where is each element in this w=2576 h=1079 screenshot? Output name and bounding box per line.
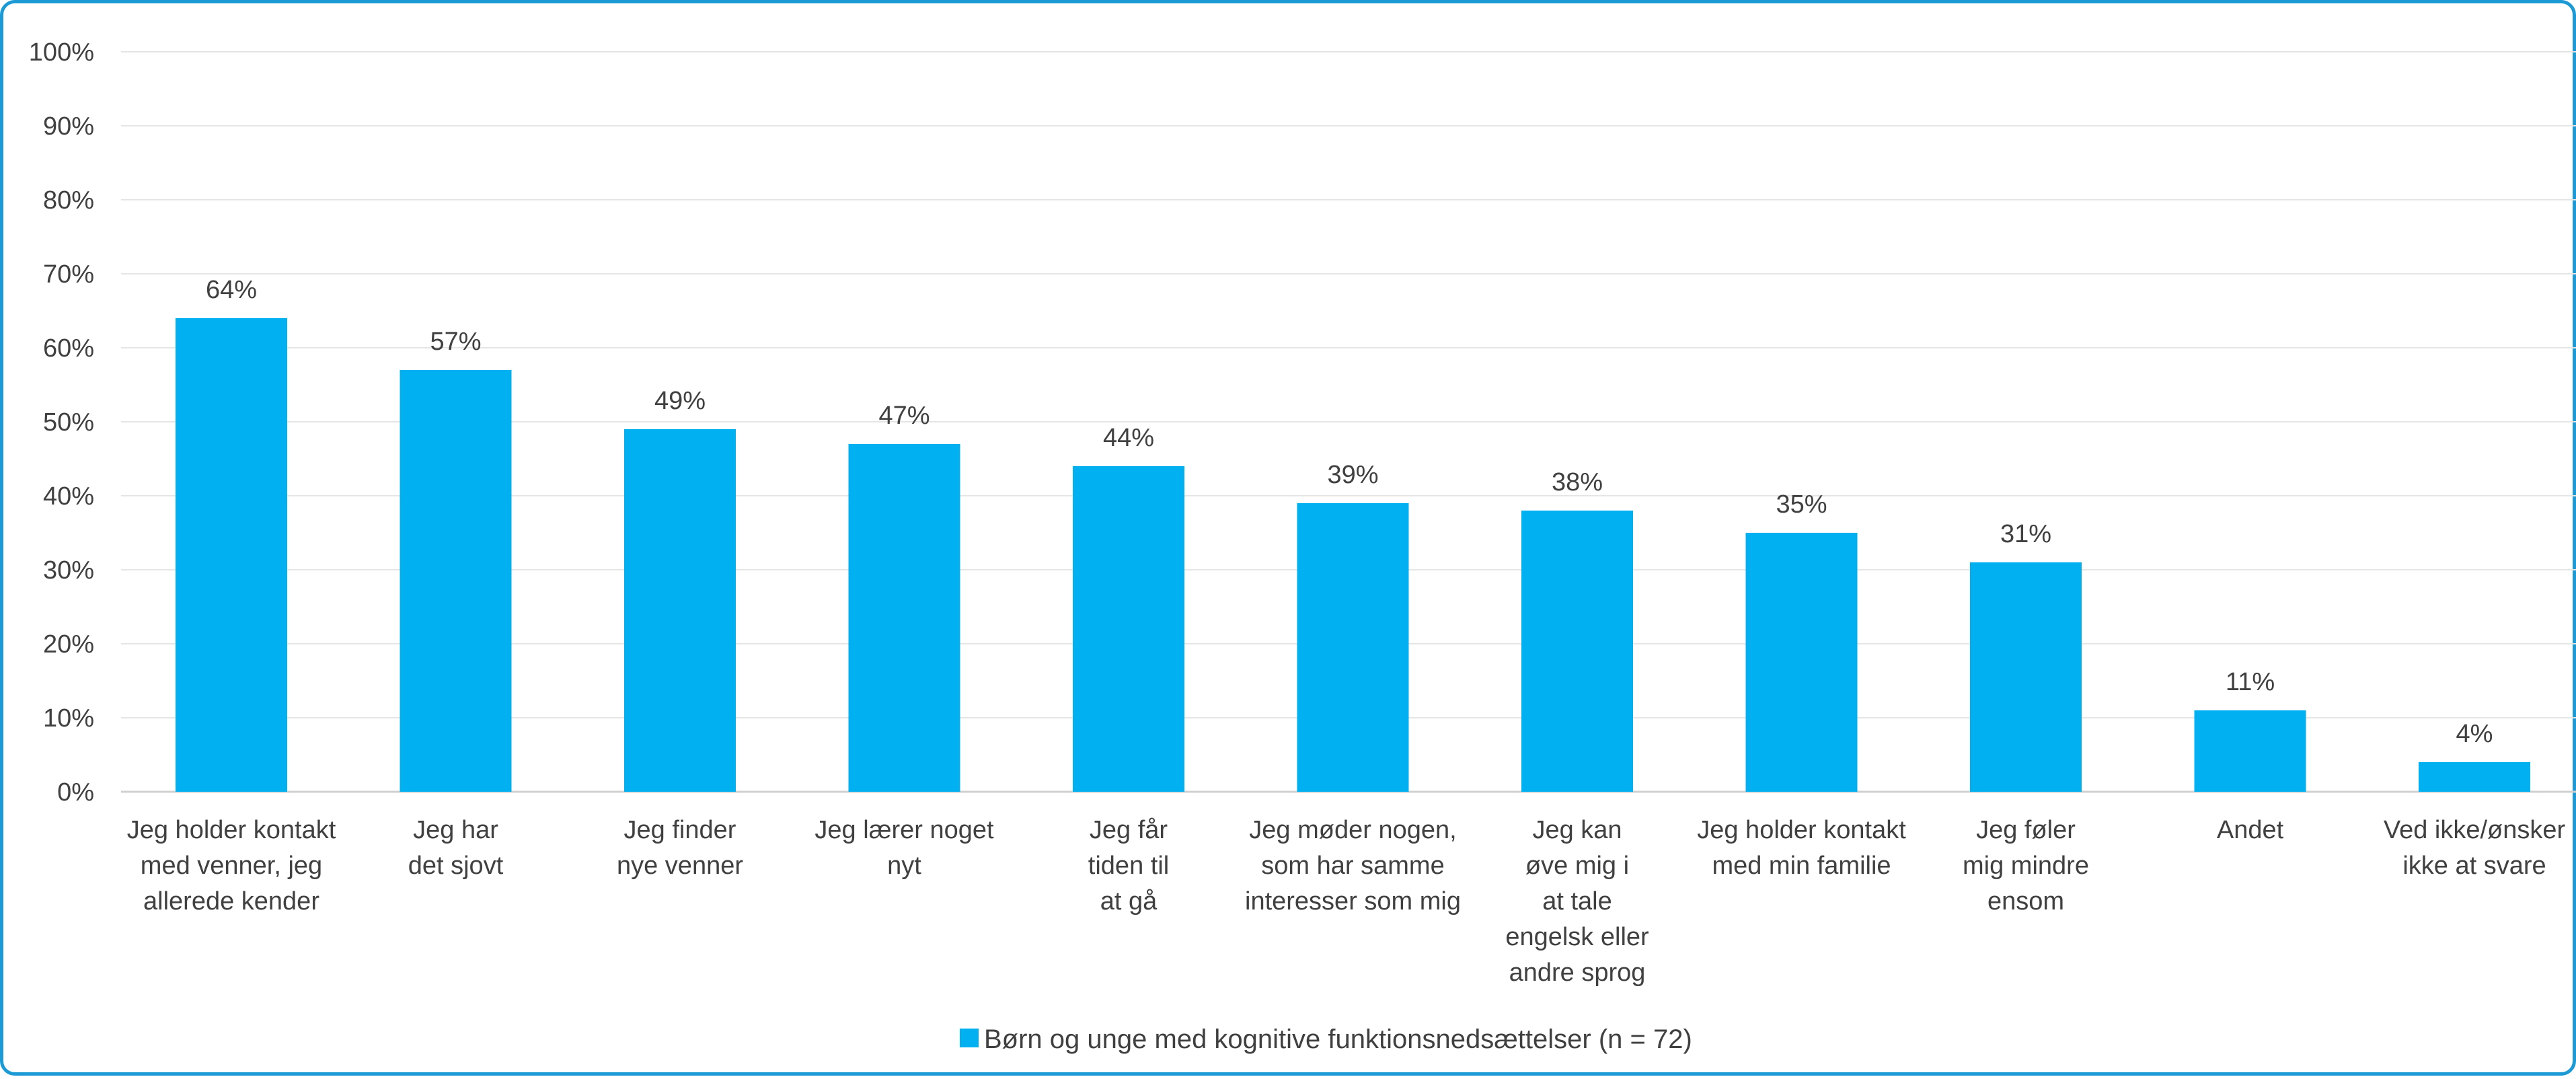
x-tick-label: Jeg får bbox=[1090, 816, 1168, 844]
bar bbox=[400, 370, 512, 792]
bar bbox=[624, 429, 736, 792]
data-label: 11% bbox=[2226, 668, 2275, 696]
x-tick-label: nyt bbox=[887, 852, 921, 880]
x-tick-label: interesser som mig bbox=[1245, 887, 1461, 916]
bar bbox=[1521, 511, 1633, 792]
bar bbox=[2194, 710, 2306, 792]
y-tick-label: 50% bbox=[43, 408, 94, 437]
x-tick-label: Jeg lærer noget bbox=[815, 816, 994, 844]
y-tick-label: 60% bbox=[43, 334, 94, 363]
category-labels: Jeg holder kontakt med venner, jeg allered… bbox=[127, 816, 2566, 987]
y-tick-label: 40% bbox=[43, 482, 94, 511]
y-tick-label: 0% bbox=[57, 778, 94, 807]
data-label: 38% bbox=[1552, 468, 1603, 496]
x-tick-label: at tale bbox=[1542, 887, 1612, 916]
bar bbox=[848, 444, 960, 792]
data-label: 44% bbox=[1103, 424, 1154, 452]
x-tick-label: Jeg finder bbox=[624, 816, 736, 844]
x-tick-label: nye venner bbox=[617, 852, 743, 880]
data-label: 47% bbox=[878, 402, 930, 430]
x-tick-label: Jeg holder kontakt bbox=[1697, 816, 1906, 844]
bar bbox=[1297, 503, 1409, 792]
x-tick-label: øve mig i bbox=[1525, 852, 1629, 880]
data-labels: 64% 57% 49% 47% 44% 39% 38% 35% 31% 11% 4% bbox=[206, 276, 2493, 748]
x-tick-label: mig mindre bbox=[1963, 852, 2089, 880]
x-tick-label: Jeg har bbox=[413, 816, 498, 844]
x-tick-label: Jeg føler bbox=[1976, 816, 2076, 844]
data-label: 39% bbox=[1327, 461, 1378, 489]
x-tick-label: allerede kender bbox=[143, 887, 319, 916]
x-tick-label: ikke at svare bbox=[2402, 852, 2546, 880]
x-tick-label: med min familie bbox=[1712, 852, 1891, 880]
x-tick-label: ensom bbox=[1987, 887, 2064, 916]
x-tick-label: Jeg kan bbox=[1532, 816, 1622, 844]
data-label: 35% bbox=[1776, 490, 1827, 519]
x-tick-label: engelsk eller bbox=[1505, 923, 1649, 951]
bar bbox=[2419, 762, 2530, 792]
legend: Børn og unge med kognitive funktionsneds… bbox=[960, 1025, 1692, 1054]
x-tick-label: Andet bbox=[2217, 816, 2284, 844]
bar bbox=[1073, 466, 1184, 792]
bars bbox=[176, 318, 2530, 792]
bar-chart: 0% 10% 20% 30% 40% 50% 60% 70% 80% 90% 100% 64% 57%… bbox=[29, 38, 2576, 1054]
bar bbox=[1970, 562, 2082, 792]
data-label: 64% bbox=[206, 276, 257, 304]
gridlines bbox=[121, 51, 2576, 793]
x-tick-label: tiden til bbox=[1088, 852, 1169, 880]
y-tick-label: 10% bbox=[43, 704, 94, 733]
y-tick-label: 20% bbox=[43, 630, 94, 659]
x-tick-label: at gå bbox=[1100, 887, 1158, 916]
legend-swatch bbox=[960, 1029, 979, 1047]
y-tick-label: 80% bbox=[43, 186, 94, 215]
x-tick-label: Jeg holder kontakt bbox=[127, 816, 336, 844]
data-label: 49% bbox=[654, 387, 706, 415]
data-label: 57% bbox=[430, 328, 481, 356]
data-label: 31% bbox=[2000, 520, 2051, 548]
x-tick-label: Ved ikke/ønsker bbox=[2384, 816, 2566, 844]
x-tick-label: det sjovt bbox=[408, 852, 504, 880]
y-tick-label: 30% bbox=[43, 556, 94, 585]
bar bbox=[1745, 533, 1858, 792]
y-tick-label: 70% bbox=[43, 260, 94, 289]
y-tick-label: 100% bbox=[29, 38, 94, 67]
data-label: 4% bbox=[2456, 720, 2493, 748]
bar bbox=[176, 318, 287, 792]
y-axis-ticks: 0% 10% 20% 30% 40% 50% 60% 70% 80% 90% 100% bbox=[29, 38, 94, 807]
y-tick-label: 90% bbox=[43, 112, 94, 141]
x-tick-label: som har samme bbox=[1261, 852, 1444, 880]
x-tick-label: andre sprog bbox=[1509, 959, 1646, 987]
legend-label: Børn og unge med kognitive funktionsneds… bbox=[984, 1025, 1692, 1054]
x-tick-label: Jeg møder nogen, bbox=[1249, 816, 1456, 844]
x-tick-label: med venner, jeg bbox=[141, 852, 322, 880]
